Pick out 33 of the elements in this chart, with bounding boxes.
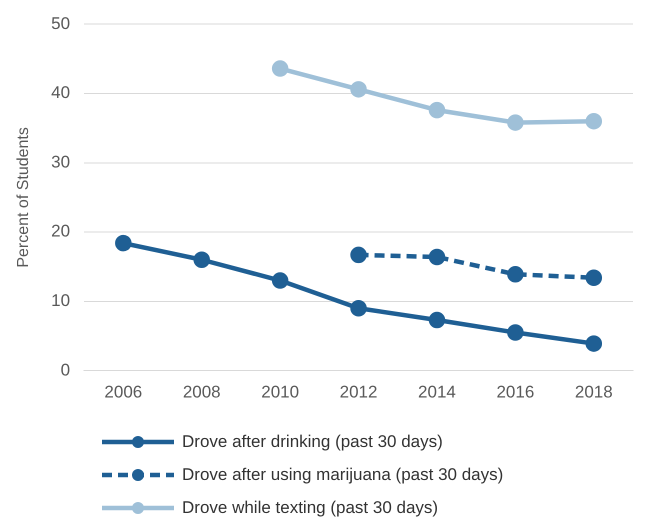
legend-label: Drove after using marijuana (past 30 days) [182, 464, 504, 484]
point [507, 114, 524, 131]
y-tick-label: 30 [51, 152, 70, 172]
point [272, 272, 288, 289]
y-axis-title: Percent of Students [15, 127, 32, 268]
x-tick-label: 2018 [574, 382, 613, 402]
point [586, 270, 602, 286]
x-tick-label: 2014 [418, 382, 456, 402]
y-tick-label: 50 [51, 14, 70, 33]
legend-label: Drove while texting (past 30 days) [182, 498, 438, 518]
point [428, 312, 446, 328]
legend-label: Drove after drinking (past 30 days) [182, 432, 443, 452]
point [586, 335, 602, 352]
y-tick-label: 10 [51, 291, 70, 310]
point [428, 102, 446, 118]
point [507, 324, 524, 341]
x-tick-label: 2016 [496, 382, 534, 402]
y-tick-label: 20 [51, 222, 70, 241]
x-tick-label: 2006 [104, 382, 142, 402]
point [115, 234, 132, 252]
y-tick-label: 40 [51, 83, 70, 102]
point [272, 60, 288, 77]
point [428, 248, 446, 266]
x-tick-label: 2010 [261, 382, 300, 402]
y-tick-label: 0 [60, 360, 70, 380]
x-tick-label: 2008 [182, 382, 221, 402]
point [586, 112, 602, 130]
point [350, 246, 367, 264]
point [193, 252, 210, 268]
point [350, 81, 367, 98]
point [350, 300, 367, 316]
point [507, 266, 524, 283]
x-tick-label: 2012 [340, 382, 378, 402]
